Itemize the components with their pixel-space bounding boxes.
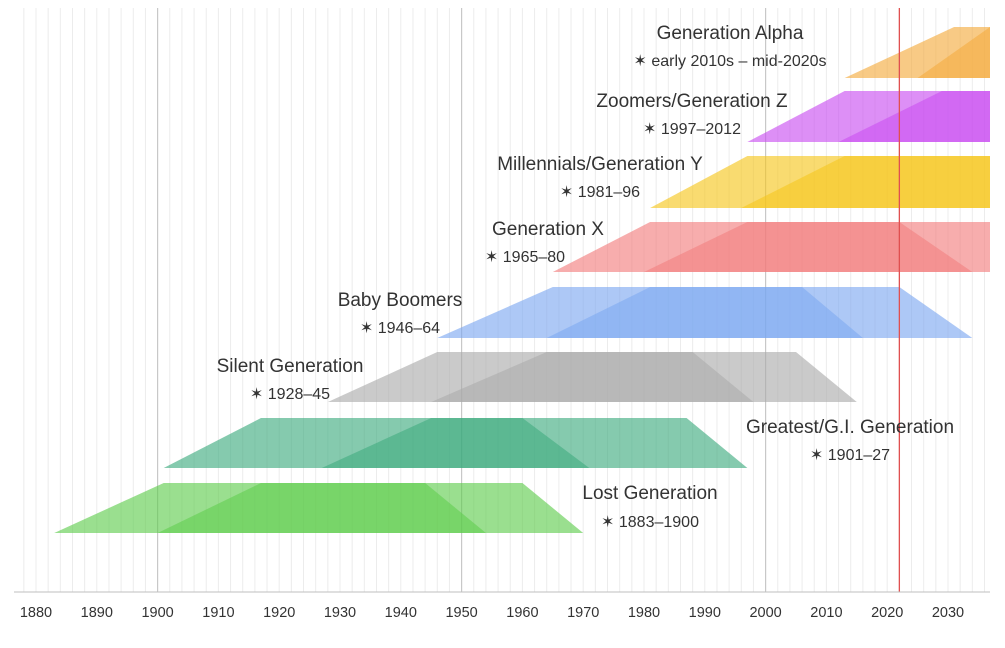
generation-bands [54,27,990,533]
generation-years-label: ✶ 1965–80 [485,249,565,266]
x-tick-label: 2020 [871,605,903,621]
generation-name-label: Baby Boomers [338,290,463,311]
generation-years-label: ✶ 1981–96 [560,184,640,201]
generation-band [163,418,748,468]
x-tick-label: 1970 [567,605,599,621]
generation-name-label: Zoomers/Generation Z [596,91,788,112]
generation-years-label: ✶ 1946–64 [360,320,440,337]
generation-name-label: Greatest/G.I. Generation [746,417,954,438]
x-tick-label: 1930 [324,605,356,621]
generation-band [327,352,857,402]
x-tick-label: 2010 [810,605,842,621]
generation-band [437,287,973,338]
generation-name-label: Generation Alpha [657,23,804,44]
generation-name-label: Millennials/Generation Y [497,154,703,175]
generation-band-inner [741,156,990,208]
generation-band-inner [321,418,590,468]
generation-band [54,483,584,533]
generation-years-label: ✶ 1928–45 [250,386,330,403]
x-tick-label: 1950 [445,605,477,621]
x-tick-label: 2000 [749,605,781,621]
x-tick-label: 1980 [628,605,660,621]
generation-band-inner [546,287,863,338]
generation-band-inner [917,27,990,78]
generation-band [747,91,990,142]
generation-band-inner [644,222,973,272]
x-tick-label: 1940 [385,605,417,621]
generation-years-label: ✶ 1997–2012 [643,121,741,138]
x-tick-label: 1960 [506,605,538,621]
x-tick-label: 1880 [20,605,52,621]
generation-years-label: ✶ early 2010s – mid-2020s [633,53,826,70]
generation-labels: Lost Generation ✶ 1883–1900 Greatest/G.I. … [217,23,954,531]
generation-band-inner [431,352,754,402]
generation-years-label: ✶ 1901–27 [810,447,890,464]
generation-name-label: Silent Generation [217,356,364,377]
x-tick-label: 1920 [263,605,295,621]
x-tick-label: 1900 [141,605,173,621]
generation-name-label: Generation X [492,219,604,240]
x-tick-label: 1890 [81,605,113,621]
generation-band [552,222,990,272]
x-axis-tick-labels: 1880 1890 1900 1910 1920 1930 1940 1950 1960 1970… [20,605,964,621]
generation-band-inner [157,483,486,533]
x-tick-label: 1910 [202,605,234,621]
generation-band [650,156,990,208]
x-tick-label: 1990 [689,605,721,621]
x-tick-label: 2030 [932,605,964,621]
generation-name-label: Lost Generation [582,483,717,504]
generation-band [844,27,990,78]
generation-band-inner [838,91,990,142]
generation-years-label: ✶ 1883–1900 [601,514,699,531]
